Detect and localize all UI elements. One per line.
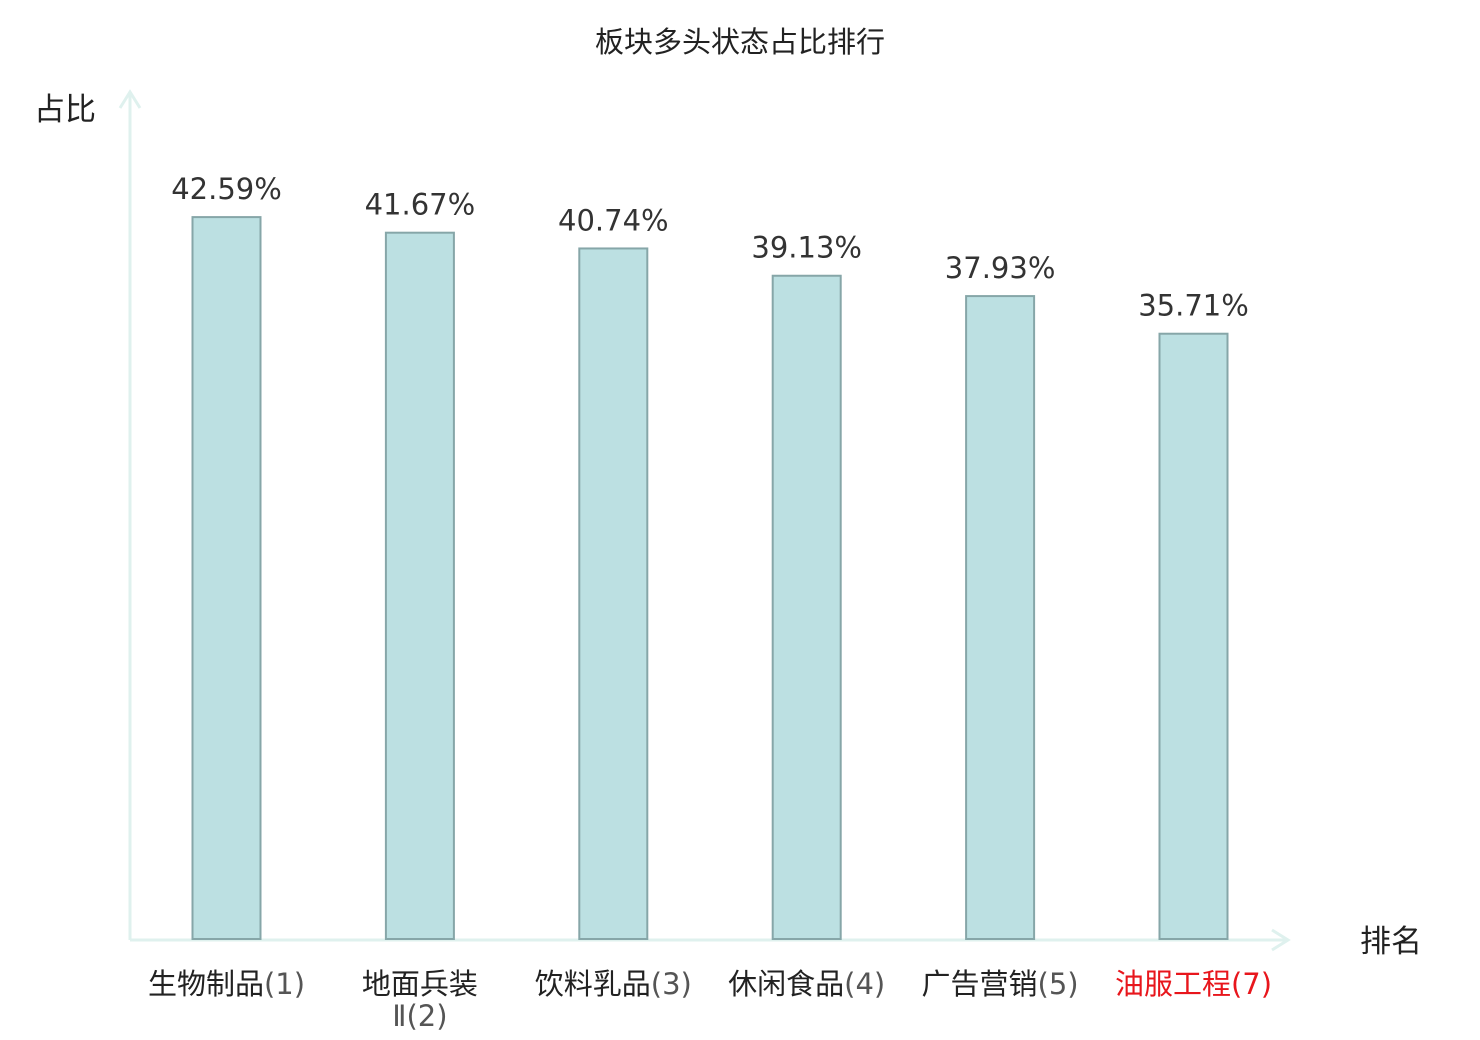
bar xyxy=(578,247,649,941)
bar-value-label: 39.13% xyxy=(751,231,862,265)
bar-value-label: 40.74% xyxy=(558,203,669,237)
value-labels-group: 42.59% 41.67% 40.74% 39.13% 37.93% 35.71% xyxy=(171,172,1249,323)
bar-value-label: 37.93% xyxy=(945,251,1056,285)
bar-value-label: 35.71% xyxy=(1138,289,1249,323)
bar-value-label: 41.67% xyxy=(365,188,476,222)
bars-group xyxy=(191,216,1229,941)
category-label: 地面兵装 Ⅱ(2) xyxy=(362,967,478,1033)
category-name: 休闲食品 xyxy=(728,967,844,1001)
category-name: 饮料乳品 xyxy=(535,967,651,1001)
category-name: 油服工程 xyxy=(1115,967,1231,1001)
bar xyxy=(384,231,455,941)
category-label: 生物制品(1) xyxy=(148,967,305,1001)
category-label: 饮料乳品(3) xyxy=(535,967,692,1001)
bar xyxy=(1158,332,1229,940)
bar xyxy=(771,274,842,940)
category-label: 休闲食品(4) xyxy=(728,967,885,1001)
category-name: 广告营销 xyxy=(922,967,1038,1001)
axes xyxy=(118,89,1291,952)
chart-title: 板块多头状态占比排行 xyxy=(595,25,885,59)
y-axis-title: 占比 xyxy=(34,92,96,128)
x-axis-title: 排名 xyxy=(1360,924,1422,960)
bar-value-label: 42.59% xyxy=(171,172,282,206)
y-axis-arrow xyxy=(118,89,142,109)
category-rank: (3) xyxy=(651,967,692,1001)
category-label: 油服工程(7) xyxy=(1115,967,1272,1001)
x-axis-arrow xyxy=(1271,928,1291,952)
category-rank: (2) xyxy=(406,999,447,1033)
category-rank: (7) xyxy=(1231,967,1272,1001)
category-name: 地面兵装 xyxy=(362,967,478,1001)
bar xyxy=(191,216,262,941)
category-rank: (4) xyxy=(844,967,885,1001)
category-labels-group: 生物制品(1) 地面兵装 Ⅱ(2) 饮料乳品(3) 休闲食品(4) 广告营销(5) 油服工程… xyxy=(148,967,1272,1033)
category-name: 生物制品 xyxy=(148,967,264,1001)
bar xyxy=(965,295,1036,940)
category-rank: (1) xyxy=(264,967,305,1001)
category-label: 广告营销(5) xyxy=(922,967,1079,1001)
category-rank: (5) xyxy=(1038,967,1079,1001)
category-name-continued: Ⅱ xyxy=(392,999,406,1033)
